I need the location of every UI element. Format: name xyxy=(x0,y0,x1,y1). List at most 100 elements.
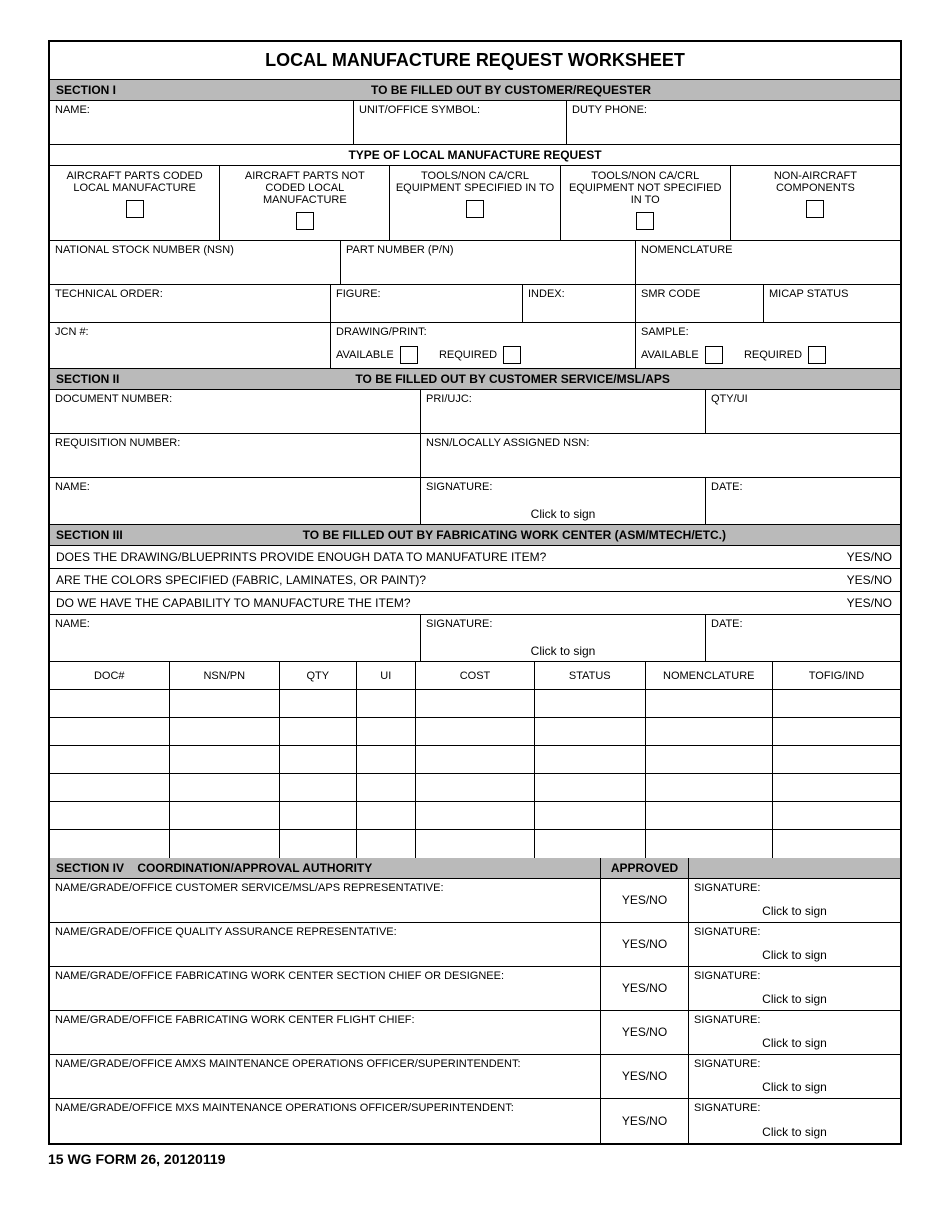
table-cell[interactable] xyxy=(356,746,416,774)
approval-signature[interactable]: SIGNATURE:Click to sign xyxy=(688,1099,900,1143)
approval-yesno[interactable]: YES/NO xyxy=(600,923,688,966)
table-cell[interactable] xyxy=(280,774,357,802)
table-cell[interactable] xyxy=(169,690,280,718)
approval-yesno[interactable]: YES/NO xyxy=(600,1011,688,1054)
table-cell[interactable] xyxy=(773,774,901,802)
approval-signature[interactable]: SIGNATURE:Click to sign xyxy=(688,1011,900,1054)
document-number-field[interactable]: DOCUMENT NUMBER: xyxy=(50,390,420,433)
table-cell[interactable] xyxy=(773,830,901,858)
table-cell[interactable] xyxy=(645,746,773,774)
table-cell[interactable] xyxy=(169,746,280,774)
approval-name[interactable]: NAME/GRADE/OFFICE CUSTOMER SERVICE/MSL/A… xyxy=(50,879,600,922)
approval-yesno[interactable]: YES/NO xyxy=(600,967,688,1010)
table-cell[interactable] xyxy=(356,802,416,830)
table-cell[interactable] xyxy=(280,802,357,830)
nsn-locally-assigned-field[interactable]: NSN/LOCALLY ASSIGNED NSN: xyxy=(420,434,900,477)
nomenclature-field[interactable]: NOMENCLATURE xyxy=(635,241,900,284)
approval-name[interactable]: NAME/GRADE/OFFICE FABRICATING WORK CENTE… xyxy=(50,1011,600,1054)
s3-signature-field[interactable]: SIGNATURE: Click to sign xyxy=(420,615,705,661)
table-cell[interactable] xyxy=(535,746,646,774)
sample-required-box[interactable] xyxy=(808,346,826,364)
table-cell[interactable] xyxy=(50,690,169,718)
table-cell[interactable] xyxy=(280,746,357,774)
sample-available-box[interactable] xyxy=(705,346,723,364)
table-cell[interactable] xyxy=(50,830,169,858)
approval-click-to-sign[interactable]: Click to sign xyxy=(689,904,900,918)
table-cell[interactable] xyxy=(535,718,646,746)
pn-field[interactable]: PART NUMBER (P/N) xyxy=(340,241,635,284)
approval-click-to-sign[interactable]: Click to sign xyxy=(689,948,900,962)
jcn-field[interactable]: JCN #: xyxy=(50,323,330,368)
table-cell[interactable] xyxy=(773,802,901,830)
table-cell[interactable] xyxy=(356,774,416,802)
name-field[interactable]: NAME: xyxy=(50,101,353,144)
table-cell[interactable] xyxy=(773,718,901,746)
table-cell[interactable] xyxy=(416,774,535,802)
table-cell[interactable] xyxy=(773,746,901,774)
approval-name[interactable]: NAME/GRADE/OFFICE QUALITY ASSURANCE REPR… xyxy=(50,923,600,966)
table-cell[interactable] xyxy=(356,830,416,858)
table-cell[interactable] xyxy=(645,802,773,830)
micap-status-field[interactable]: MICAP STATUS xyxy=(763,285,900,322)
table-cell[interactable] xyxy=(280,830,357,858)
table-cell[interactable] xyxy=(169,802,280,830)
table-cell[interactable] xyxy=(535,690,646,718)
approval-yesno[interactable]: YES/NO xyxy=(600,1055,688,1098)
s3-click-to-sign[interactable]: Click to sign xyxy=(426,630,700,658)
table-cell[interactable] xyxy=(645,830,773,858)
approval-name[interactable]: NAME/GRADE/OFFICE MXS MAINTENANCE OPERAT… xyxy=(50,1099,600,1143)
s2-signature-field[interactable]: SIGNATURE: Click to sign xyxy=(420,478,705,524)
table-cell[interactable] xyxy=(416,746,535,774)
cb1-box[interactable] xyxy=(126,200,144,218)
table-cell[interactable] xyxy=(535,774,646,802)
table-cell[interactable] xyxy=(645,774,773,802)
table-cell[interactable] xyxy=(280,718,357,746)
approval-signature[interactable]: SIGNATURE:Click to sign xyxy=(688,923,900,966)
table-cell[interactable] xyxy=(50,718,169,746)
drawing-required-box[interactable] xyxy=(503,346,521,364)
cb4-box[interactable] xyxy=(636,212,654,230)
approval-yesno[interactable]: YES/NO xyxy=(600,879,688,922)
approval-name[interactable]: NAME/GRADE/OFFICE AMXS MAINTENANCE OPERA… xyxy=(50,1055,600,1098)
table-cell[interactable] xyxy=(169,830,280,858)
table-cell[interactable] xyxy=(356,718,416,746)
q1-yn[interactable]: YES/NO xyxy=(839,546,900,568)
approval-signature[interactable]: SIGNATURE:Click to sign xyxy=(688,1055,900,1098)
s3-date-field[interactable]: DATE: xyxy=(705,615,900,661)
nsn-field[interactable]: NATIONAL STOCK NUMBER (NSN) xyxy=(50,241,340,284)
table-cell[interactable] xyxy=(50,802,169,830)
duty-phone-field[interactable]: DUTY PHONE: xyxy=(566,101,900,144)
table-cell[interactable] xyxy=(645,690,773,718)
approval-yesno[interactable]: YES/NO xyxy=(600,1099,688,1143)
drawing-available-box[interactable] xyxy=(400,346,418,364)
cb2-box[interactable] xyxy=(296,212,314,230)
figure-field[interactable]: FIGURE: xyxy=(330,285,522,322)
q2-yn[interactable]: YES/NO xyxy=(839,569,900,591)
index-field[interactable]: INDEX: xyxy=(522,285,635,322)
table-cell[interactable] xyxy=(535,830,646,858)
approval-signature[interactable]: SIGNATURE:Click to sign xyxy=(688,967,900,1010)
s2-name-field[interactable]: NAME: xyxy=(50,478,420,524)
cb5-box[interactable] xyxy=(806,200,824,218)
table-cell[interactable] xyxy=(280,690,357,718)
technical-order-field[interactable]: TECHNICAL ORDER: xyxy=(50,285,330,322)
approval-signature[interactable]: SIGNATURE:Click to sign xyxy=(688,879,900,922)
unit-field[interactable]: UNIT/OFFICE SYMBOL: xyxy=(353,101,566,144)
table-cell[interactable] xyxy=(773,690,901,718)
table-cell[interactable] xyxy=(645,718,773,746)
s3-name-field[interactable]: NAME: xyxy=(50,615,420,661)
approval-click-to-sign[interactable]: Click to sign xyxy=(689,1080,900,1094)
cb3-box[interactable] xyxy=(466,200,484,218)
table-cell[interactable] xyxy=(50,746,169,774)
s2-click-to-sign[interactable]: Click to sign xyxy=(426,493,700,521)
table-cell[interactable] xyxy=(416,830,535,858)
table-cell[interactable] xyxy=(416,802,535,830)
s2-date-field[interactable]: DATE: xyxy=(705,478,900,524)
pri-ujc-field[interactable]: PRI/UJC: xyxy=(420,390,705,433)
approval-name[interactable]: NAME/GRADE/OFFICE FABRICATING WORK CENTE… xyxy=(50,967,600,1010)
table-cell[interactable] xyxy=(169,774,280,802)
approval-click-to-sign[interactable]: Click to sign xyxy=(689,1125,900,1139)
table-cell[interactable] xyxy=(169,718,280,746)
table-cell[interactable] xyxy=(416,718,535,746)
table-cell[interactable] xyxy=(356,690,416,718)
